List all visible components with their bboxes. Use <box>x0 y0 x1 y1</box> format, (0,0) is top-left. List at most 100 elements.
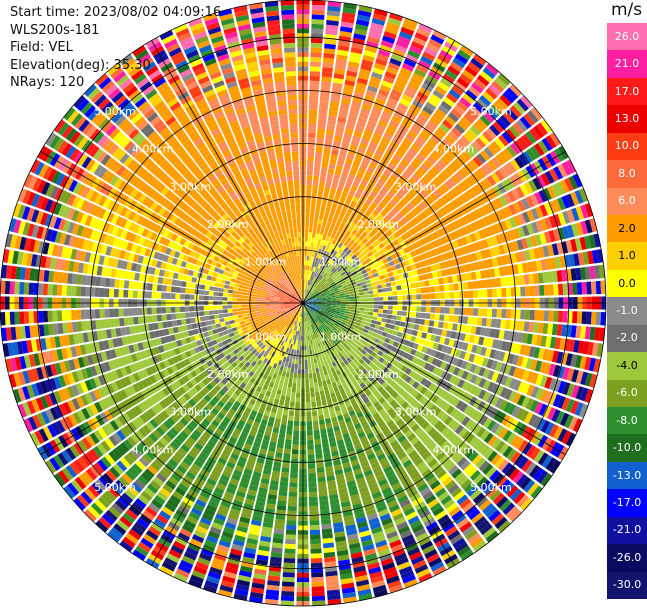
gate-cell <box>362 284 367 288</box>
gate-cell <box>298 360 301 365</box>
gate-cell <box>309 228 313 233</box>
gate-cell <box>306 393 310 398</box>
gate-cell <box>284 549 295 554</box>
gate-cell <box>345 299 350 301</box>
gate-cell <box>294 421 300 426</box>
gate-cell <box>287 387 292 392</box>
gate-cell <box>383 292 388 296</box>
gate-cell <box>319 386 324 391</box>
gate-cell <box>309 104 318 109</box>
gate-cell <box>308 369 311 374</box>
gate-cell <box>283 410 289 415</box>
gate-cell <box>426 294 431 300</box>
gate-cell <box>286 520 296 525</box>
gate-cell <box>420 287 425 293</box>
gate-cell <box>401 316 406 321</box>
gate-cell <box>416 294 421 299</box>
gate-cell <box>294 416 299 421</box>
gate-cell <box>307 449 314 454</box>
gate-cell <box>591 312 596 325</box>
gate-cell <box>439 285 444 292</box>
gate-cell <box>577 311 582 323</box>
gate-cell <box>378 313 383 317</box>
gate-cell <box>317 124 325 130</box>
gate-cell <box>387 314 392 319</box>
gate-cell <box>321 86 331 92</box>
gate-cell <box>534 310 539 321</box>
gate-cell <box>316 453 323 458</box>
gate-cell <box>312 591 325 596</box>
gate-cell <box>487 289 492 297</box>
gate-cell <box>397 306 402 311</box>
gate-cell <box>321 395 326 401</box>
gate-cell <box>459 308 464 315</box>
gate-cell <box>314 171 320 176</box>
gate-cell <box>280 424 286 430</box>
gate-cell <box>386 319 391 324</box>
gate-cell <box>373 290 378 294</box>
gate-cell <box>319 500 328 506</box>
gate-cell <box>314 243 318 248</box>
gate-cell <box>323 370 328 376</box>
gate-cell <box>497 288 502 297</box>
gate-cell <box>291 464 298 469</box>
gate-cell <box>308 454 315 459</box>
gate-cell <box>368 290 373 294</box>
gate-cell <box>306 208 310 213</box>
gate-cell <box>315 157 322 162</box>
gate-cell <box>311 397 316 402</box>
gate-cell <box>286 435 292 440</box>
gate-cell <box>350 307 355 310</box>
gate-cell <box>322 220 327 226</box>
gate-cell <box>368 287 373 291</box>
gate-cell <box>395 280 401 285</box>
gate-cell <box>558 311 563 323</box>
gate-cell <box>492 309 497 318</box>
gate-cell <box>395 321 401 326</box>
gate-cell <box>282 371 286 376</box>
gate-cell <box>364 308 369 311</box>
gate-cell <box>433 321 439 328</box>
gate-cell <box>362 318 367 322</box>
gate-cell <box>458 316 463 323</box>
gate-cell <box>310 520 320 525</box>
gate-cell <box>279 429 285 435</box>
gate-cell <box>350 299 355 301</box>
gate-cell <box>304 251 306 256</box>
gate-cell <box>319 234 323 239</box>
gate-cell <box>277 443 284 449</box>
gate-cell <box>387 287 392 292</box>
gate-cell <box>336 300 341 302</box>
gate-cell <box>309 85 319 90</box>
gate-cell <box>308 137 315 142</box>
gate-cell <box>304 345 306 350</box>
gate-cell <box>293 435 299 440</box>
gate-cell <box>311 359 314 364</box>
gate-cell <box>289 492 298 497</box>
gate-cell <box>468 308 473 316</box>
gate-cell <box>438 278 444 285</box>
gate-cell <box>421 307 426 313</box>
gate-cell <box>304 279 305 284</box>
gate-cell <box>307 440 313 445</box>
gate-cell <box>310 76 320 81</box>
gate-cell <box>309 515 319 520</box>
gate-cell <box>278 491 287 497</box>
gate-cell <box>520 286 525 296</box>
gate-cell <box>549 310 554 321</box>
gate-cell <box>309 114 317 119</box>
gate-cell <box>373 309 378 313</box>
gate-cell <box>379 305 384 309</box>
gate-cell <box>371 320 376 324</box>
gate-cell <box>386 282 391 287</box>
gate-cell <box>501 309 506 318</box>
gate-cell <box>285 439 292 444</box>
gate-cell <box>282 577 294 582</box>
gate-cell <box>316 147 323 152</box>
gate-cell <box>321 376 326 381</box>
gate-cell <box>295 402 300 407</box>
gate-cell <box>312 14 325 19</box>
gate-cell <box>397 290 402 295</box>
gate-cell <box>322 380 327 386</box>
gate-cell <box>319 215 324 220</box>
